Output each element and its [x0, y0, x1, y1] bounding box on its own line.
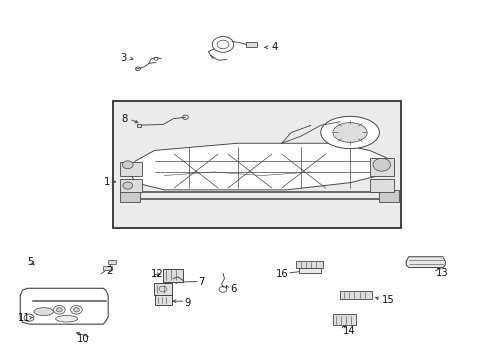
- Text: 16: 16: [276, 269, 289, 279]
- Bar: [163, 269, 183, 282]
- Polygon shape: [20, 288, 108, 324]
- Bar: [296, 261, 323, 268]
- Bar: [121, 179, 143, 192]
- Circle shape: [53, 306, 65, 314]
- Bar: [246, 41, 257, 46]
- Bar: [154, 283, 172, 295]
- Ellipse shape: [321, 116, 379, 149]
- Text: 2: 2: [107, 266, 113, 276]
- Text: 10: 10: [76, 333, 89, 343]
- Ellipse shape: [34, 308, 53, 316]
- Ellipse shape: [56, 316, 77, 322]
- Bar: [137, 124, 142, 127]
- Circle shape: [71, 306, 82, 314]
- Text: 4: 4: [272, 42, 278, 52]
- Bar: [379, 190, 399, 202]
- Text: 8: 8: [122, 114, 128, 124]
- Bar: [333, 315, 356, 325]
- Text: 11: 11: [18, 313, 31, 323]
- Text: 5: 5: [27, 257, 34, 267]
- Bar: [121, 190, 140, 202]
- Bar: [155, 296, 172, 305]
- Bar: [108, 260, 116, 264]
- Bar: [369, 179, 394, 192]
- Polygon shape: [130, 143, 394, 190]
- Text: 13: 13: [436, 268, 448, 278]
- Text: 9: 9: [184, 298, 190, 308]
- Polygon shape: [406, 257, 445, 267]
- Ellipse shape: [333, 123, 367, 142]
- Ellipse shape: [122, 161, 133, 169]
- Text: 7: 7: [198, 277, 205, 287]
- Ellipse shape: [123, 182, 133, 189]
- Bar: [103, 266, 112, 270]
- Bar: [113, 101, 401, 228]
- Text: 15: 15: [382, 295, 394, 305]
- Text: 1: 1: [104, 177, 111, 187]
- Bar: [340, 291, 372, 299]
- Text: 6: 6: [230, 284, 237, 294]
- Bar: [369, 158, 394, 176]
- Text: 14: 14: [343, 325, 355, 336]
- Bar: [299, 268, 321, 273]
- Circle shape: [74, 308, 79, 312]
- Text: 12: 12: [151, 269, 164, 279]
- Bar: [121, 162, 143, 176]
- Circle shape: [373, 158, 391, 171]
- Text: 3: 3: [121, 53, 127, 63]
- Circle shape: [56, 308, 62, 312]
